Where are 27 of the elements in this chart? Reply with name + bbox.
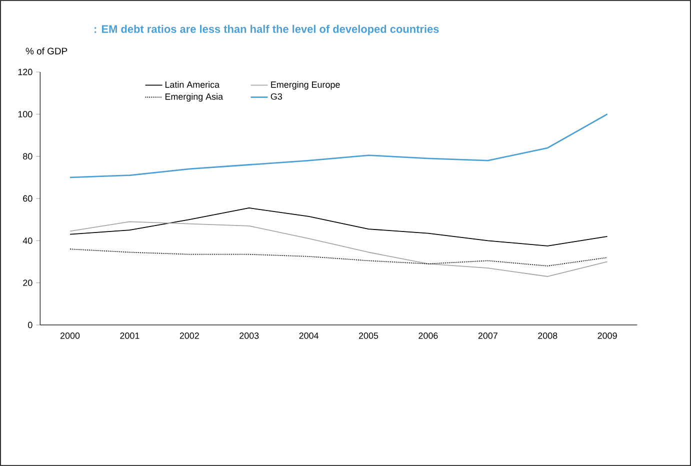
- y-axis-title: % of GDP: [26, 48, 68, 54]
- y-tick-label: 0: [28, 322, 32, 328]
- y-tick-label: 100: [18, 110, 32, 118]
- x-tick-label: 2009: [598, 332, 617, 339]
- legend-label: Latin America: [165, 81, 220, 88]
- y-tick-label: 80: [23, 153, 32, 160]
- y-tick-label: 60: [23, 195, 32, 202]
- line-series: [70, 221, 608, 277]
- chart-title: : EM debt ratios are less than half the level of developed countries: [94, 24, 439, 36]
- x-tick-label: 2001: [120, 332, 140, 339]
- line-series: [70, 208, 608, 246]
- line-series: [69, 113, 608, 178]
- y-tick-label: 120: [18, 68, 32, 76]
- legend-label: Emerging Europe: [271, 81, 340, 90]
- x-tick-label: 2000: [60, 332, 80, 339]
- legend-label: G3: [270, 93, 282, 100]
- x-tick-label: 2005: [358, 332, 378, 339]
- x-tick-label: 2008: [538, 332, 558, 339]
- y-tick-label: 40: [22, 237, 32, 244]
- x-tick-label: 2002: [180, 332, 199, 339]
- legend-label: Emerging Asia: [165, 93, 224, 102]
- line-series: [70, 248, 608, 266]
- x-tick-label: 2006: [418, 332, 438, 339]
- x-tick-label: 2007: [478, 332, 498, 339]
- x-tick-label: 2004: [299, 332, 319, 339]
- y-tick-label: 20: [23, 280, 32, 286]
- x-tick-label: 2003: [240, 332, 259, 339]
